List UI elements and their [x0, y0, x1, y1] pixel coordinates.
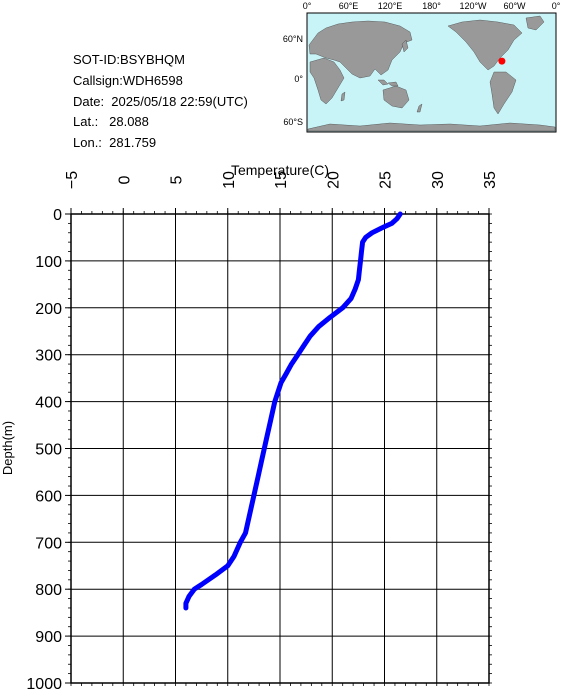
map-lon-label: 0° [552, 1, 561, 11]
map-lat-label: 60°S [283, 117, 303, 127]
y-tick-label: 600 [35, 488, 62, 505]
date-label: Date: 2025/05/18 22:59(UTC) [73, 94, 248, 109]
y-tick-label: 1000 [26, 676, 62, 690]
callsign-label: Callsign:WDH6598 [73, 73, 183, 88]
lat-label: Lat.: 28.088 [73, 114, 149, 129]
map-lat-label: 0° [294, 74, 303, 84]
x-tick-label: −5 [64, 171, 81, 189]
y-tick-label: 800 [35, 582, 62, 599]
map-lon-label: 60°E [339, 1, 359, 11]
y-tick-label: 100 [35, 254, 62, 271]
map-lat-labels: 60°N 0° 60°S [283, 34, 304, 127]
map-lon-label: 120°W [459, 1, 487, 11]
position-marker [498, 57, 506, 65]
y-tick-labels: 0 100 200 300 400 500 600 700 800 900 1000 [26, 207, 62, 690]
x-tick-label: 35 [482, 171, 499, 189]
y-axis-label: Depth(m) [0, 421, 15, 475]
x-tick-label: 25 [378, 171, 395, 189]
y-tick-label: 200 [35, 301, 62, 318]
y-tick-label: 300 [35, 348, 62, 365]
x-tick-labels: −5 0 5 10 15 20 25 30 35 [64, 171, 499, 189]
temperature-profile-line [183, 211, 403, 611]
x-tick-label: 10 [221, 171, 238, 189]
y-tick-label: 400 [35, 395, 62, 412]
y-tick-label: 0 [53, 207, 62, 224]
x-tick-label: 15 [273, 171, 290, 189]
x-tick-label: 0 [116, 175, 133, 184]
map-lon-labels: 0° 60°E 120°E 180° 120°W 60°W 0° [303, 1, 561, 11]
x-tick-label: 5 [169, 175, 186, 184]
x-tick-label: 20 [325, 171, 342, 189]
y-tick-label: 700 [35, 535, 62, 552]
x-tick-label: 30 [430, 171, 447, 189]
world-map: 0° 60°E 120°E 180° 120°W 60°W 0° 60°N 0° 60°S [283, 1, 561, 133]
sot-id-label: SOT-ID:BSYBHQM [73, 52, 185, 67]
map-lon-label: 60°W [503, 1, 526, 11]
chart-grid [70, 213, 490, 684]
chart-ticks [65, 208, 492, 686]
map-lon-label: 0° [303, 1, 312, 11]
series-layer [183, 211, 403, 611]
map-lat-label: 60°N [283, 34, 303, 44]
lon-label: Lon.: 281.759 [73, 135, 157, 150]
x-axis-label: Temperature(C) [231, 162, 329, 178]
map-land [307, 15, 556, 132]
map-lon-label: 180° [422, 1, 441, 11]
map-lon-label: 120°E [378, 1, 403, 11]
y-tick-label: 500 [35, 442, 62, 459]
y-tick-label: 900 [35, 629, 62, 646]
